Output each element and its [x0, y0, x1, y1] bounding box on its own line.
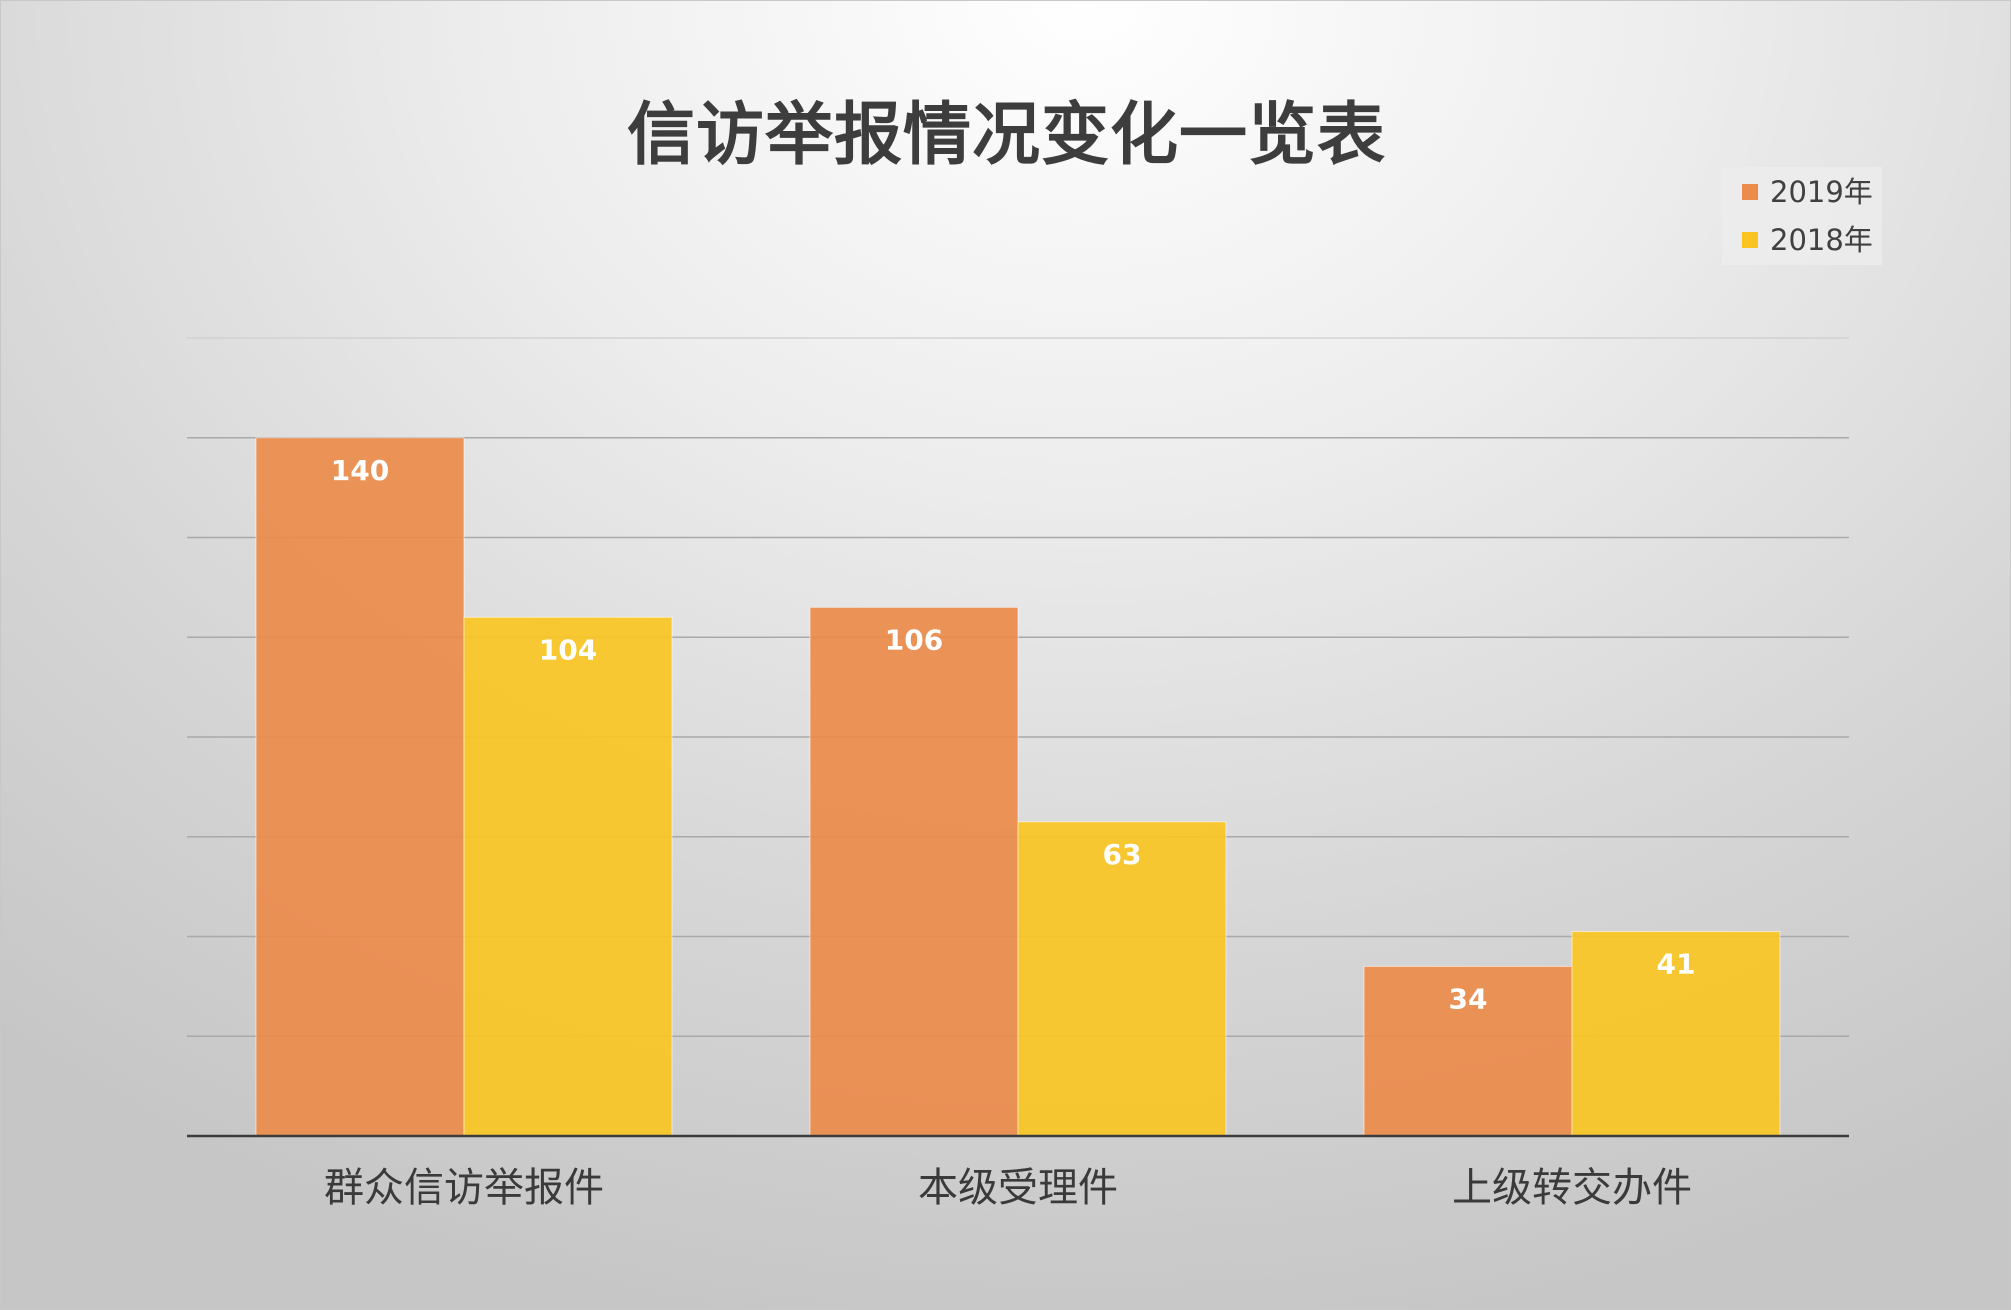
chart-legend: 2019年 2018年 — [1722, 167, 1882, 265]
legend-swatch-2018 — [1742, 232, 1758, 248]
x-axis-category-label: 上级转交办件 — [1452, 1165, 1692, 1211]
x-axis-category-label: 本级受理件 — [918, 1165, 1118, 1211]
chart-title: 信访举报情况变化一览表 — [626, 95, 1386, 175]
data-label: 34 — [1449, 982, 1488, 1015]
data-label: 41 — [1657, 948, 1696, 981]
data-label: 104 — [539, 633, 597, 666]
data-label: 140 — [331, 454, 389, 487]
data-label: 106 — [885, 623, 943, 656]
x-axis-category-label: 群众信访举报件 — [324, 1165, 604, 1211]
bar-2018 — [1571, 931, 1781, 1137]
legend-label-2019: 2019年 — [1770, 175, 1873, 209]
bar-2018 — [463, 616, 673, 1137]
legend-label-2018: 2018年 — [1770, 223, 1873, 257]
data-label: 63 — [1103, 838, 1142, 871]
bar-2019 — [255, 437, 465, 1137]
bar-2019 — [1363, 965, 1573, 1137]
bar-2019 — [809, 606, 1019, 1137]
bar-2018 — [1017, 821, 1227, 1137]
legend-swatch-2019 — [1742, 184, 1758, 200]
